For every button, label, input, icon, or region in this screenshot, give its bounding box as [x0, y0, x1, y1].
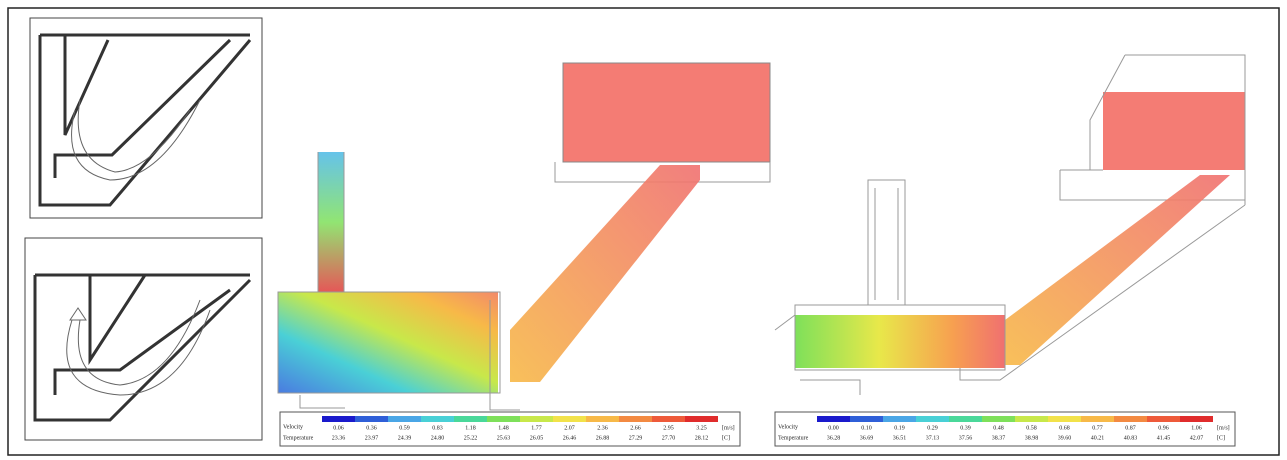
temperature-value: 26.46	[563, 435, 577, 441]
color-cell	[586, 416, 619, 422]
velocity-value: 0.87	[1125, 425, 1136, 431]
color-cell	[553, 416, 586, 422]
temperature-value: 36.69	[860, 435, 874, 441]
velocity-value: 0.48	[993, 425, 1004, 431]
temperature-value: 38.98	[1025, 435, 1039, 441]
color-cell	[1048, 416, 1081, 422]
color-cell	[1180, 416, 1213, 422]
legend-unit: [m/s]	[1217, 425, 1230, 431]
color-cell	[388, 416, 421, 422]
temperature-value: 39.60	[1058, 435, 1072, 441]
color-cell	[982, 416, 1015, 422]
velocity-value: 1.77	[531, 425, 542, 431]
legend-label: Temperature	[283, 435, 314, 441]
temperature-value: 36.51	[893, 435, 907, 441]
velocity-value: 1.48	[498, 425, 509, 431]
color-cell	[322, 416, 355, 422]
temperature-value: 26.88	[596, 435, 610, 441]
velocity-value: 0.36	[366, 425, 377, 431]
velocity-value: 2.07	[564, 425, 575, 431]
temperature-value: 23.36	[332, 435, 346, 441]
color-cell	[454, 416, 487, 422]
color-cell	[487, 416, 520, 422]
simulation-left	[277, 62, 771, 411]
temperature-value: 40.21	[1091, 435, 1105, 441]
legend-unit: [m/s]	[722, 425, 735, 431]
velocity-value: 1.06	[1191, 425, 1202, 431]
temperature-value: 25.22	[464, 435, 478, 441]
color-cell	[1081, 416, 1114, 422]
temperature-value: 24.80	[431, 435, 445, 441]
temperature-value: 26.05	[530, 435, 544, 441]
velocity-value: 0.68	[1059, 425, 1070, 431]
temperature-value: 25.63	[497, 435, 511, 441]
temperature-value: 24.39	[398, 435, 412, 441]
color-cell	[949, 416, 982, 422]
temperature-value: 37.13	[926, 435, 940, 441]
temperature-value: 42.07	[1190, 435, 1204, 441]
velocity-value: 0.83	[432, 425, 443, 431]
velocity-value: 0.39	[960, 425, 971, 431]
temperature-value: 27.70	[662, 435, 676, 441]
velocity-value: 1.18	[465, 425, 476, 431]
color-cell	[916, 416, 949, 422]
velocity-value: 0.00	[828, 425, 839, 431]
temperature-value: 41.45	[1157, 435, 1171, 441]
color-cell	[520, 416, 553, 422]
legend-label: Velocity	[778, 424, 798, 430]
temperature-value: 28.12	[695, 435, 709, 441]
temperature-value: 37.56	[959, 435, 973, 441]
sketch-top	[29, 17, 263, 219]
velocity-value: 0.58	[1026, 425, 1037, 431]
color-cell	[619, 416, 652, 422]
velocity-value: 0.29	[927, 425, 938, 431]
temperature-value: 27.29	[629, 435, 643, 441]
velocity-value: 2.36	[597, 425, 608, 431]
velocity-value: 0.06	[333, 425, 344, 431]
color-cell	[1015, 416, 1048, 422]
color-cell	[685, 416, 718, 422]
velocity-value: 0.59	[399, 425, 410, 431]
velocity-value: 2.66	[630, 425, 641, 431]
legend-unit: [C]	[1217, 435, 1225, 441]
velocity-value: 2.95	[663, 425, 674, 431]
color-cell	[1147, 416, 1180, 422]
temperature-value: 23.97	[365, 435, 379, 441]
legend-unit: [C]	[722, 435, 730, 441]
sketch-bottom	[24, 237, 263, 441]
color-cell	[421, 416, 454, 422]
color-cell	[817, 416, 850, 422]
color-cell	[883, 416, 916, 422]
legend-label: Temperature	[778, 435, 809, 441]
velocity-value: 0.96	[1158, 425, 1169, 431]
velocity-value: 3.25	[696, 425, 707, 431]
color-cell	[1114, 416, 1147, 422]
simulation-right	[774, 54, 1246, 395]
color-cell	[850, 416, 883, 422]
color-cell	[652, 416, 685, 422]
color-cell	[355, 416, 388, 422]
legend-label: Velocity	[283, 424, 303, 430]
temperature-value: 36.28	[827, 435, 841, 441]
temperature-value: 40.83	[1124, 435, 1138, 441]
frame	[7, 7, 1280, 456]
velocity-value: 0.19	[894, 425, 905, 431]
velocity-value: 0.77	[1092, 425, 1103, 431]
velocity-value: 0.10	[861, 425, 872, 431]
temperature-value: 38.37	[992, 435, 1006, 441]
